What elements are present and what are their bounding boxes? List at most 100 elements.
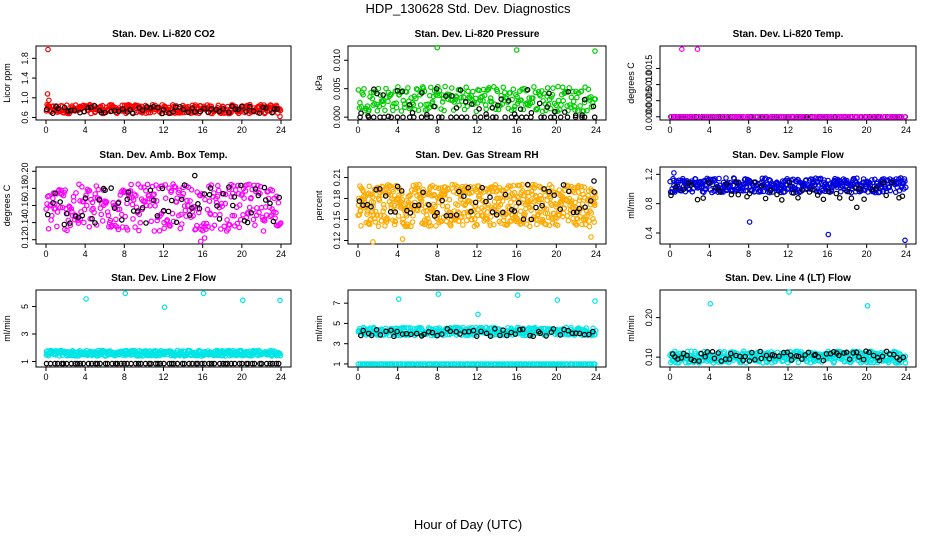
data-point: [405, 85, 411, 91]
data-point: [456, 188, 462, 195]
data-point: [137, 219, 144, 226]
data-point: [248, 210, 255, 216]
data-point: [240, 212, 246, 218]
data-point: [236, 360, 243, 367]
data-point: [439, 99, 446, 105]
data-point: [499, 198, 506, 204]
data-point: [591, 361, 598, 367]
data-point: [572, 221, 579, 227]
data-point: [218, 226, 224, 232]
data-point: [570, 98, 577, 105]
data-point: [702, 353, 709, 360]
data-point: [46, 97, 52, 104]
data-point: [107, 217, 114, 224]
data-point: [820, 196, 827, 203]
data-point: [680, 186, 687, 193]
x-tick-label: 20: [551, 372, 561, 382]
data-point: [555, 97, 562, 104]
data-point: [376, 197, 383, 203]
data-point: [853, 204, 860, 211]
data-point: [394, 183, 401, 190]
data-point: [696, 358, 702, 364]
data-point: [886, 184, 893, 191]
data-point: [868, 177, 875, 183]
data-point: [102, 360, 109, 367]
data-point: [503, 332, 510, 339]
data-point: [704, 349, 711, 355]
data-point: [178, 211, 184, 218]
data-point: [841, 350, 847, 356]
data-point: [231, 194, 238, 200]
data-point: [425, 202, 432, 208]
data-point: [220, 106, 227, 112]
data-series: [355, 361, 598, 367]
data-series: [44, 172, 283, 228]
data-point: [526, 361, 533, 367]
data-point: [190, 213, 197, 219]
data-point: [74, 360, 81, 367]
data-point: [118, 360, 124, 367]
data-point: [393, 104, 400, 111]
data-point: [384, 216, 391, 223]
data-point: [168, 187, 175, 194]
data-point: [161, 225, 168, 232]
data-point: [201, 220, 207, 227]
data-point: [419, 90, 425, 96]
data-point: [390, 361, 396, 367]
data-point: [201, 235, 208, 241]
data-point: [206, 360, 212, 367]
data-point: [498, 92, 504, 99]
data-point: [457, 87, 464, 94]
data-point: [539, 200, 546, 207]
data-point: [368, 203, 374, 210]
data-point: [901, 176, 908, 182]
data-point: [399, 219, 406, 226]
data-point: [564, 114, 571, 121]
data-point: [143, 202, 150, 209]
data-point: [870, 352, 877, 359]
data-point: [779, 178, 786, 184]
data-point: [168, 360, 175, 367]
data-point: [483, 198, 489, 205]
data-point: [153, 198, 160, 204]
data-point: [854, 175, 860, 182]
data-point: [706, 114, 713, 120]
data-point: [197, 238, 204, 245]
data-point: [204, 206, 211, 213]
data-point: [902, 178, 908, 185]
data-point: [468, 101, 475, 107]
data-point: [246, 204, 253, 211]
data-point: [366, 183, 373, 190]
data-point: [460, 222, 466, 228]
data-point: [82, 195, 89, 201]
data-point: [148, 197, 155, 204]
x-tick-label: 0: [667, 125, 672, 135]
data-point: [250, 216, 257, 223]
data-point: [534, 105, 541, 112]
y-axis-label: ml/min: [626, 315, 636, 342]
data-point: [134, 208, 141, 214]
data-point: [84, 202, 90, 209]
data-point: [572, 114, 579, 121]
data-point: [398, 188, 405, 194]
data-point: [267, 360, 273, 367]
data-point: [689, 189, 696, 195]
x-tick-label: 4: [83, 249, 88, 259]
data-point: [571, 103, 578, 110]
data-point: [368, 332, 375, 339]
data-point: [511, 189, 518, 196]
data-point: [526, 95, 533, 101]
data-point: [448, 85, 455, 91]
data-point: [581, 96, 588, 103]
data-point: [809, 187, 816, 193]
data-point: [429, 329, 436, 336]
data-point: [432, 184, 439, 191]
data-point: [130, 197, 137, 203]
data-point: [144, 181, 151, 188]
data-point: [837, 188, 844, 195]
x-tick-label: 20: [237, 125, 247, 135]
data-point: [805, 349, 812, 356]
data-point: [546, 188, 552, 195]
data-point: [442, 83, 448, 90]
